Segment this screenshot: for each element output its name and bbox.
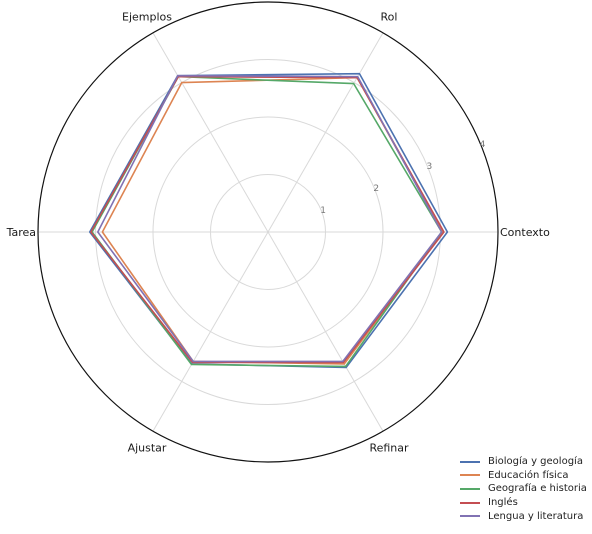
series-line bbox=[91, 75, 443, 368]
legend: Biología y geología Educación física Geogr… bbox=[460, 455, 587, 523]
legend-label: Inglés bbox=[488, 497, 518, 509]
legend-entry: Geografía e historia bbox=[460, 482, 587, 496]
axis-label: Contexto bbox=[500, 226, 550, 239]
axis-label: Refinar bbox=[369, 442, 409, 455]
grid-circle bbox=[210, 174, 326, 290]
radial-tick-labels: 1 2 3 4 bbox=[320, 140, 485, 216]
radial-tick-label: 3 bbox=[427, 162, 433, 172]
legend-label: Geografía e historia bbox=[488, 483, 587, 495]
series-line bbox=[90, 75, 445, 364]
series-line bbox=[97, 74, 443, 363]
legend-swatch bbox=[460, 515, 480, 518]
legend-entry: Inglés bbox=[460, 496, 587, 510]
legend-entry: Educación física bbox=[460, 469, 587, 483]
legend-swatch bbox=[460, 501, 480, 504]
grid-circle bbox=[152, 116, 384, 348]
axis-label: Tarea bbox=[6, 226, 36, 239]
series-lines bbox=[88, 72, 449, 369]
legend-swatch bbox=[460, 460, 480, 463]
radial-tick-label: 4 bbox=[480, 140, 486, 150]
axis-label: Ajustar bbox=[128, 442, 167, 455]
radar-grid bbox=[37, 1, 499, 463]
series-line bbox=[88, 72, 449, 369]
radial-tick-label: 1 bbox=[320, 206, 326, 216]
legend-label: Biología y geología bbox=[488, 456, 583, 468]
radial-tick-label: 2 bbox=[373, 184, 379, 194]
legend-swatch bbox=[460, 487, 480, 490]
axis-label: Ejemplos bbox=[122, 10, 172, 23]
legend-swatch bbox=[460, 474, 480, 477]
axis-label: Rol bbox=[381, 10, 398, 23]
grid-circle bbox=[95, 59, 441, 405]
legend-label: Lengua y literatura bbox=[488, 510, 584, 522]
axis-labels: Contexto Rol Ejemplos Tarea Ajustar Refinar bbox=[6, 10, 551, 454]
legend-label: Educación física bbox=[488, 469, 569, 481]
outer-circle bbox=[37, 1, 499, 463]
legend-entry: Biología y geología bbox=[460, 455, 587, 469]
legend-entry: Lengua y literatura bbox=[460, 509, 587, 523]
